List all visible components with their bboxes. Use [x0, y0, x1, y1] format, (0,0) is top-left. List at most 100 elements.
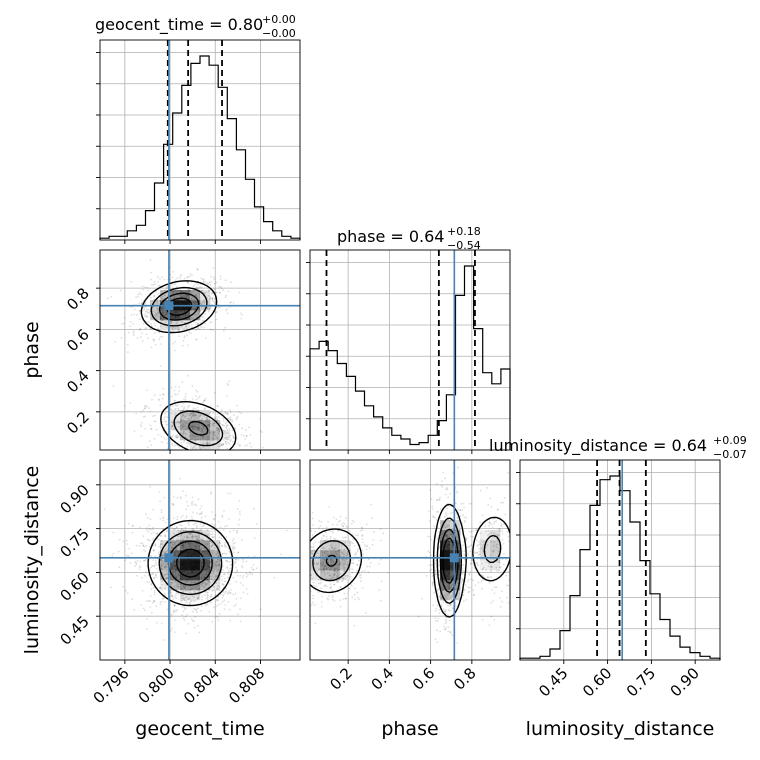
sample-point	[184, 589, 187, 592]
sample-point	[149, 554, 152, 557]
sample-point	[201, 561, 204, 564]
sample-point	[436, 482, 438, 485]
sample-point	[187, 572, 190, 575]
sample-point	[182, 402, 185, 405]
sample-point	[330, 561, 333, 563]
sample-point	[128, 547, 131, 550]
sample-point	[445, 535, 447, 537]
sample-point	[201, 577, 204, 580]
sample-point	[326, 597, 329, 600]
sample-point	[182, 307, 185, 310]
sample-point	[160, 511, 163, 514]
sample-point	[185, 422, 188, 425]
sample-point	[454, 546, 457, 549]
sample-point	[200, 548, 203, 551]
sample-point	[183, 546, 185, 549]
sample-point	[204, 590, 207, 593]
sample-point	[323, 573, 326, 576]
sample-point	[445, 549, 448, 552]
sample-point	[232, 529, 235, 532]
sample-point	[217, 427, 220, 430]
sample-point	[169, 591, 172, 593]
sample-point	[238, 411, 240, 413]
sample-point	[197, 313, 200, 315]
density-cell	[200, 290, 211, 301]
sample-point	[447, 626, 450, 629]
sample-point	[199, 508, 202, 510]
sample-point	[429, 536, 432, 538]
sample-point	[444, 477, 446, 480]
sample-point	[187, 558, 190, 561]
sample-point	[490, 540, 493, 543]
sample-point	[336, 581, 338, 584]
sample-point	[197, 577, 200, 579]
sample-point	[328, 578, 331, 580]
sample-point	[205, 562, 208, 565]
sample-point	[193, 555, 196, 558]
sample-point	[199, 523, 202, 526]
sample-point	[198, 513, 201, 515]
sample-point	[323, 558, 326, 561]
sample-point	[342, 522, 345, 524]
sample-point	[343, 571, 346, 573]
sample-point	[149, 518, 152, 521]
sample-point	[231, 547, 234, 550]
sample-point	[215, 318, 218, 321]
sample-point	[118, 538, 121, 541]
sample-point	[185, 308, 188, 311]
sample-point	[343, 548, 346, 551]
sample-point	[454, 487, 457, 489]
sample-point	[444, 549, 447, 552]
sample-point	[332, 523, 334, 526]
sample-point	[213, 298, 216, 300]
sample-point	[127, 351, 129, 354]
sample-point	[146, 286, 149, 289]
sample-point	[161, 312, 164, 314]
sample-point	[219, 275, 222, 278]
sample-point	[319, 582, 321, 585]
sample-point	[129, 325, 131, 328]
sample-point	[494, 533, 497, 536]
sample-point	[239, 620, 242, 623]
density-cell	[450, 570, 461, 581]
sample-point	[180, 427, 182, 429]
sample-point	[200, 566, 203, 568]
sample-point	[356, 548, 359, 551]
sample-point	[188, 537, 191, 539]
sample-point	[190, 412, 193, 415]
sample-point	[508, 570, 510, 572]
sample-point	[229, 440, 232, 443]
sample-point	[177, 315, 179, 318]
sample-point	[146, 446, 149, 448]
sample-point	[194, 581, 197, 584]
sample-point	[182, 558, 185, 561]
sample-point	[185, 325, 188, 328]
sample-point	[337, 549, 340, 552]
sample-point	[219, 285, 222, 288]
sample-point	[147, 539, 150, 541]
sample-point	[238, 500, 241, 502]
sample-point	[183, 307, 186, 309]
sample-point	[322, 568, 325, 571]
sample-point	[457, 466, 459, 469]
sample-point	[212, 562, 215, 565]
sample-point	[212, 432, 214, 435]
sample-point	[175, 407, 177, 410]
sample-point	[151, 601, 154, 604]
sample-point	[446, 536, 448, 539]
sample-point	[251, 573, 254, 576]
sample-point	[317, 578, 320, 581]
sample-point	[350, 522, 353, 525]
sample-point	[221, 582, 224, 585]
sample-point	[153, 437, 156, 440]
sample-point	[143, 559, 146, 562]
sample-point	[150, 323, 152, 325]
sample-point	[203, 299, 206, 302]
sample-point	[154, 543, 157, 545]
sample-point	[172, 528, 175, 531]
density-cell	[190, 540, 201, 551]
sample-point	[164, 547, 167, 550]
sample-point	[191, 435, 194, 437]
sample-point	[196, 588, 198, 590]
sample-point	[177, 426, 180, 428]
